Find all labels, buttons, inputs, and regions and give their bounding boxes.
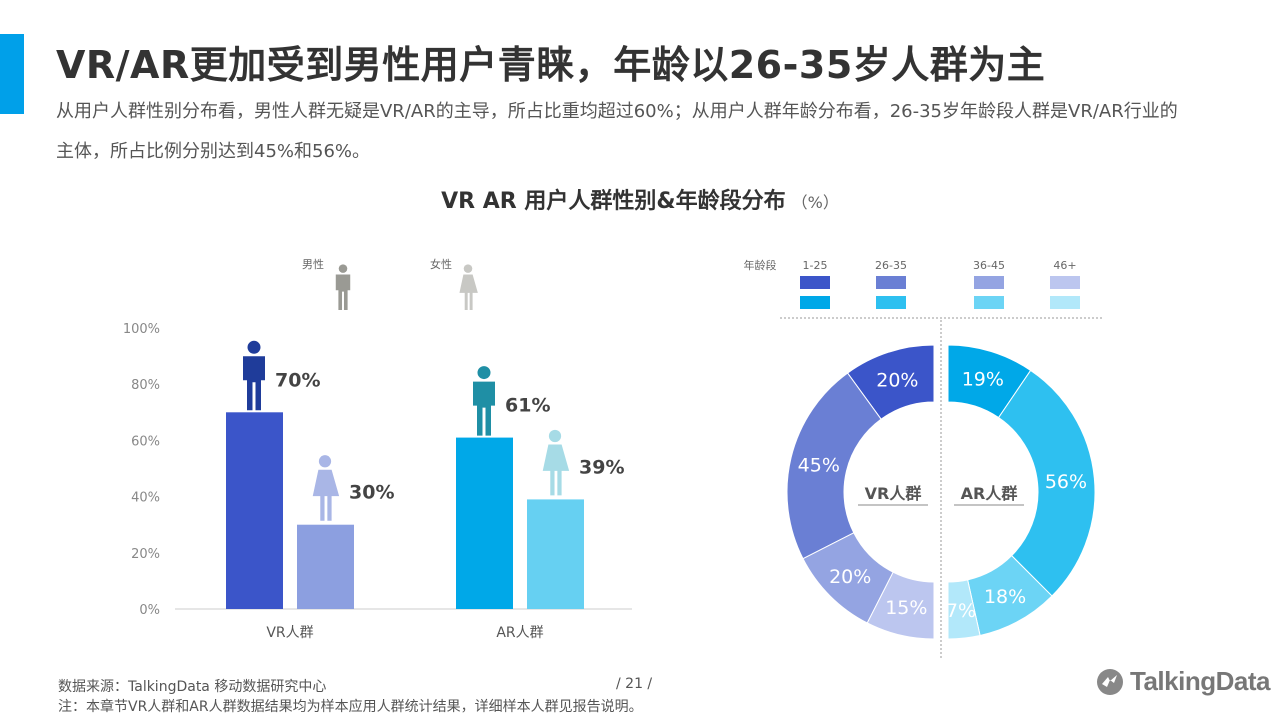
- legend-male-icon-head: [338, 264, 348, 273]
- chart-title: VR AR 用户人群性别&年龄段分布 （%）: [0, 183, 1280, 215]
- chart-title-text: VR AR 用户人群性别&年龄段分布: [441, 189, 786, 214]
- bar-female-icon-0-body: [312, 469, 340, 521]
- vr-slice-label: 15%: [885, 597, 927, 619]
- y-tick-label: 100%: [123, 322, 160, 337]
- bar-male-icon-0-head: [247, 340, 261, 354]
- age-legend-label: 1-25: [803, 259, 828, 272]
- bar-male-icon-1-head: [477, 366, 491, 380]
- bar-male-icon-1-body: [473, 381, 495, 436]
- bar-female-value-label: 30%: [349, 482, 394, 504]
- y-tick-label: 20%: [131, 547, 160, 562]
- page-subtitle: 从用户人群性别分布看，男性人群无疑是VR/AR的主导，所占比重均超过60%；从用…: [56, 101, 1178, 162]
- x-category-label: AR人群: [496, 625, 543, 641]
- accent-bar: [0, 34, 24, 114]
- bar-male-icon-1: [473, 366, 495, 436]
- bar-female-icon-1-head: [548, 429, 562, 443]
- legend-male-icon: [335, 264, 351, 310]
- y-tick-label: 0%: [139, 603, 160, 618]
- y-tick-label: 60%: [131, 434, 160, 449]
- age-legend-swatch-ar: [1050, 296, 1080, 309]
- bar-female-icon-0: [312, 455, 340, 521]
- bar-male-value-label: 61%: [505, 395, 550, 417]
- talkingdata-logo-icon: [1097, 668, 1123, 695]
- ar-slice-1: [997, 369, 1096, 597]
- age-legend-swatch-vr: [876, 276, 906, 289]
- y-tick-label: 40%: [131, 491, 160, 506]
- age-legend-swatch-ar: [800, 296, 830, 309]
- page-title: VR/AR更加受到男性用户青睐，年龄以26-35岁人群为主: [56, 43, 1046, 87]
- bar-female-1: [527, 499, 584, 609]
- ar-slice-label: 18%: [984, 586, 1026, 608]
- age-legend-swatch-vr: [974, 276, 1004, 289]
- age-donut-chart: 年龄段 1-25 26-35 36-45 46+ 20% 45% 20% 15% 19% 56% 18…: [744, 258, 1102, 660]
- age-legend-label: 26-35: [875, 259, 907, 272]
- gender-bar-chart: 男性 女性 0% 20% 40% 60% 80% 100% VR人群 70% 30% AR人群 61% 3…: [123, 257, 632, 641]
- ar-slice-label: 19%: [962, 369, 1004, 391]
- bar-female-icon-1-body: [542, 444, 570, 496]
- footer-note: 注：本章节VR人群和AR人群数据结果均为样本应用人群统计结果，详细样本人群见报告…: [58, 699, 643, 715]
- ar-slice-3: [947, 579, 981, 640]
- ar-slice-label: 56%: [1045, 471, 1087, 493]
- legend-female-label: 女性: [430, 257, 452, 271]
- bar-male-0: [226, 412, 283, 609]
- chart-title-unit: （%）: [791, 193, 839, 212]
- age-legend-label: 36-45: [973, 259, 1005, 272]
- talkingdata-logo: TalkingData: [1096, 666, 1270, 697]
- bar-male-icon-0: [243, 340, 265, 411]
- bar-male-1: [456, 437, 513, 609]
- legend-female-icon-body: [459, 274, 478, 310]
- legend-male-icon-body: [335, 274, 351, 310]
- ar-center-label: AR人群: [961, 484, 1018, 503]
- bar-male-icon-0-body: [243, 356, 265, 411]
- bar-male-value-label: 70%: [275, 369, 320, 391]
- legend-female-icon-head: [463, 264, 473, 273]
- bar-female-value-label: 39%: [579, 456, 624, 478]
- age-legend-swatch-ar: [974, 296, 1004, 309]
- y-tick-label: 80%: [131, 378, 160, 393]
- logo-text: TalkingData: [1130, 666, 1270, 696]
- bar-female-0: [297, 524, 354, 609]
- vr-slice-3: [866, 571, 935, 640]
- ar-slice-label: 7%: [946, 600, 976, 622]
- x-category-label: VR人群: [266, 625, 313, 641]
- age-legend-swatch-vr: [1050, 276, 1080, 289]
- legend-male-label: 男性: [302, 257, 324, 271]
- bar-female-icon-0-head: [318, 455, 332, 468]
- age-legend-title: 年龄段: [744, 258, 777, 272]
- bar-female-icon-1: [542, 429, 570, 496]
- age-legend-swatch-vr: [800, 276, 830, 289]
- age-legend-label: 46+: [1053, 259, 1076, 272]
- legend-female-icon: [459, 264, 478, 310]
- vr-center-label: VR人群: [865, 484, 922, 503]
- vr-slice-label: 45%: [798, 454, 840, 476]
- vr-slice-label: 20%: [876, 369, 918, 391]
- age-legend-swatch-ar: [876, 296, 906, 309]
- footer-source: 数据来源：TalkingData 移动数据研究中心: [58, 679, 327, 695]
- page-number: / 21 /: [616, 676, 653, 692]
- vr-slice-label: 20%: [829, 566, 871, 588]
